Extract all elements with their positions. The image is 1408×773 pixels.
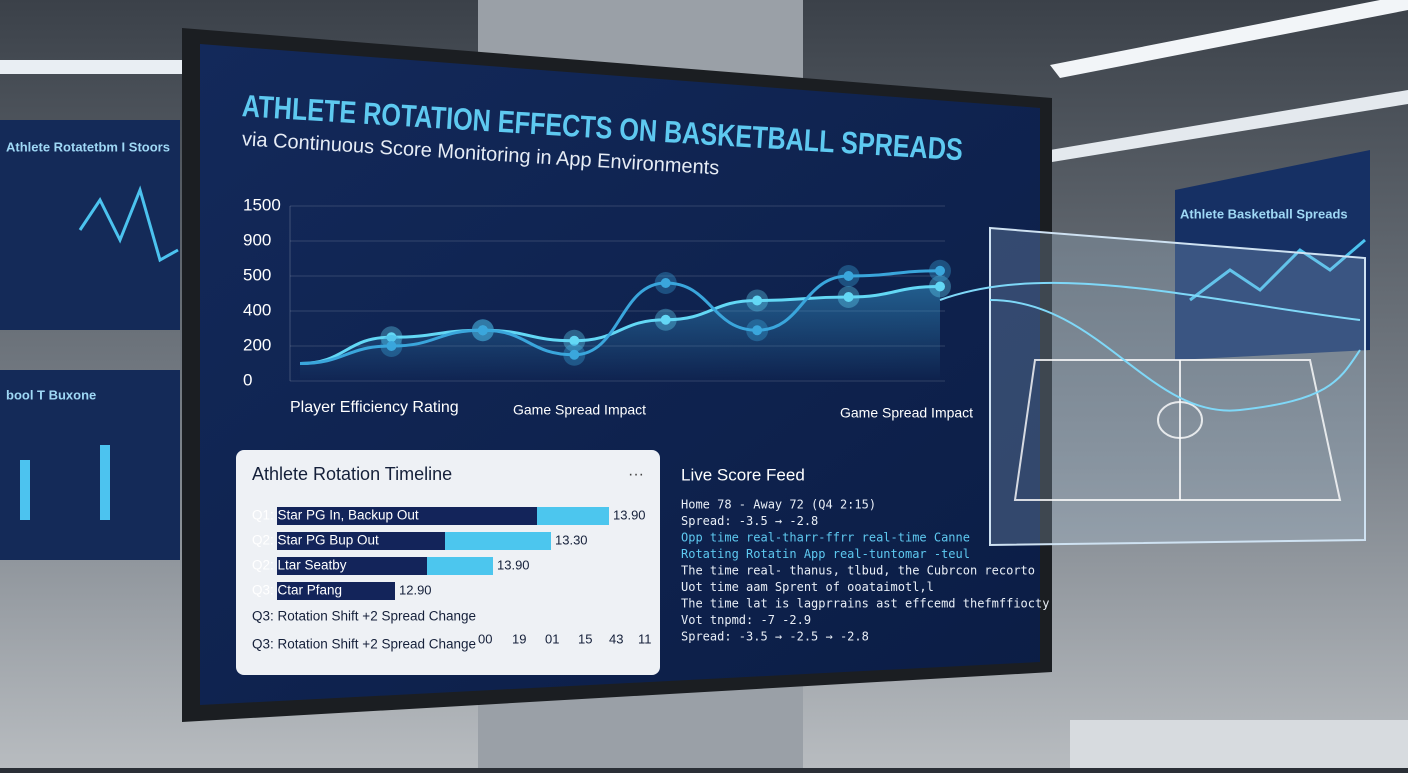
side-screen-title: Athlete Rotatetbm I Stoors <box>6 139 170 154</box>
timeline-bar-dark <box>277 582 395 600</box>
holo-flow <box>989 299 1361 412</box>
timeline-quarter-bg <box>248 531 276 551</box>
feed-line: Home 78 - Away 72 (Q4 2:15) <box>681 498 876 512</box>
timeline-value: 13.90 <box>497 557 530 572</box>
feed-title: Live Score Feed <box>681 465 805 484</box>
timeline-value: 13.90 <box>613 507 646 522</box>
feed-line: Spread: -3.5 → -2.5 → -2.8 <box>681 630 869 644</box>
feed-line: The time lat is lagprrains ast effcemd t… <box>681 597 1049 611</box>
feed-line: Rotating Rotatin App real-tuntomar -teul <box>681 547 970 561</box>
decor-line <box>78 185 179 263</box>
feed-line: Vot tnpmd: -7 -2.9 <box>681 613 811 627</box>
point <box>386 341 397 351</box>
x-axis-label: Game Spread Impact <box>513 402 646 418</box>
y-tick-label: 500 <box>243 265 271 284</box>
point <box>843 271 854 281</box>
point <box>660 278 671 288</box>
timeline-menu[interactable]: ··· <box>628 466 644 483</box>
x-axis-label: Game Spread Impact <box>840 405 973 421</box>
desk <box>1070 720 1408 768</box>
timeline-bar-dark <box>277 557 427 575</box>
court <box>1013 359 1342 501</box>
x-axis-label: Player Efficiency Rating <box>290 399 459 416</box>
timeline-quarter-bg <box>248 506 276 526</box>
timeline-label: Q3: Ctar Pfang <box>252 583 342 598</box>
point <box>660 314 671 325</box>
feed-line: Uot time aam Sprent of ooataimotl,l <box>681 580 934 594</box>
point <box>935 281 945 292</box>
y-tick-label: 1500 <box>243 195 281 214</box>
ceiling-light <box>1050 90 1408 162</box>
timeline-rows: Q1: Star PG In, Backup Out 13.90 Q2: Star … <box>248 506 652 652</box>
ceiling-light <box>1050 0 1408 78</box>
timeline-label: Q2: Star PG Bup Out <box>252 533 379 548</box>
court-circle <box>1157 401 1203 439</box>
timeline-note: Q3: Rotation Shift +2 Spread Change <box>252 609 476 624</box>
timeline-bar-light <box>427 557 493 575</box>
point <box>386 332 397 343</box>
series-line <box>299 269 941 365</box>
timeline-label: Q1: Star PG In, Backup Out <box>252 508 419 523</box>
timeline-note: Q3: Rotation Shift +2 Spread Change <box>252 637 476 652</box>
y-tick-label: 200 <box>243 335 271 354</box>
line-chart: 0 200 400 500 900 1500 Player Efficiency Ratin… <box>243 195 973 420</box>
timeline-quarter-bg <box>248 556 276 576</box>
holo-flow <box>939 281 1361 321</box>
feed-line: Spread: -3.5 → -2.8 <box>681 514 818 528</box>
point <box>569 349 580 360</box>
series-line <box>299 285 941 365</box>
timeline-title: Athlete Rotation Timeline <box>252 464 452 484</box>
side-screen-title: Athlete Basketball Spreads <box>1180 206 1348 221</box>
feed-lines: Home 78 - Away 72 (Q4 2:15) Spread: -3.5 … <box>681 498 1049 644</box>
holo-panel <box>989 226 1366 547</box>
y-tick-label: 0 <box>243 370 252 389</box>
timeline-value: 12.90 <box>399 582 432 597</box>
y-tick-label: 900 <box>243 230 271 249</box>
point <box>569 335 580 346</box>
timeline-quarter-bg <box>248 581 276 601</box>
decor-line <box>1189 238 1366 302</box>
timeline-label: Q2: Ltar Seatby <box>252 558 347 573</box>
feed-line: The time real- thanus, tlbud, the Cubrco… <box>681 564 1035 578</box>
side-screen-title: bool T Buxone <box>6 387 96 402</box>
ceiling-light <box>0 60 190 74</box>
timeline-bar-dark <box>277 507 537 525</box>
timeline-bar-dark <box>277 532 445 550</box>
side-screen <box>1175 150 1370 360</box>
area <box>300 286 940 381</box>
timeline-axis-label: 19 <box>512 631 526 646</box>
decor-bar <box>20 460 30 520</box>
timeline-axis-label: 43 <box>609 631 623 646</box>
y-tick-label: 400 <box>243 300 271 319</box>
point <box>477 325 488 336</box>
decor-bar <box>100 445 110 520</box>
timeline-axis-label: 00 <box>478 631 492 646</box>
point <box>752 295 763 306</box>
point <box>935 265 945 276</box>
timeline-axis-label: 15 <box>578 631 592 646</box>
timeline-value: 13.30 <box>555 532 588 547</box>
timeline-axis-label: 11 <box>638 631 652 646</box>
point <box>752 325 763 336</box>
point <box>843 292 854 302</box>
timeline-bar-light <box>537 507 609 525</box>
feed-line: Opp time real-tharr-ffrr real-time Canne <box>681 531 970 545</box>
timeline-bar-light <box>445 532 551 550</box>
timeline-axis-label: 01 <box>545 631 559 646</box>
